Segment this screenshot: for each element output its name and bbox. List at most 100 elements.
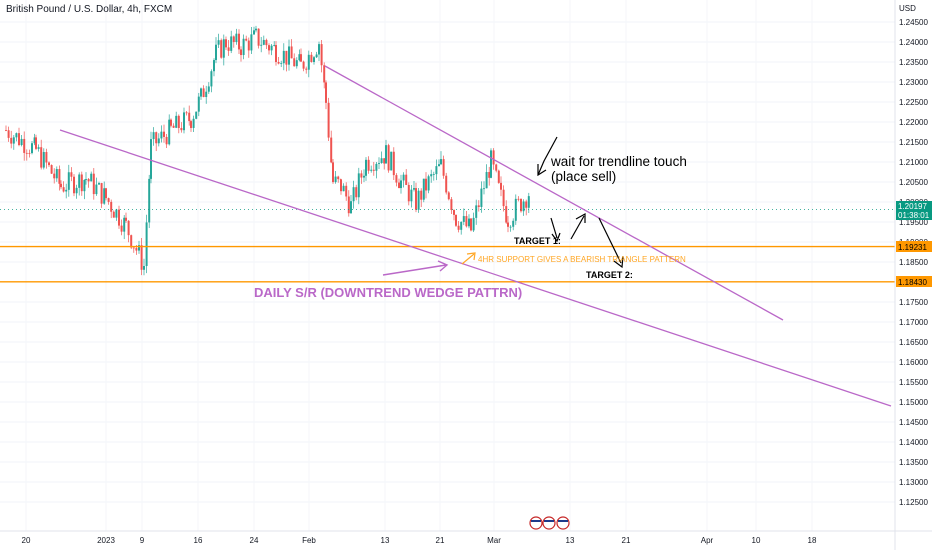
candle-body [192,118,195,128]
candle-body [427,176,430,191]
candle-body [100,183,103,204]
candle-body [247,40,250,51]
candle-body [320,44,323,66]
candle-body [505,206,508,223]
candle-body [40,147,43,168]
candle-body [110,201,113,212]
time-tick-label: 20 [22,536,31,545]
time-tick-label: 24 [250,536,259,545]
candle-body [395,175,398,183]
price-tick-label: 1.23500 [899,58,928,67]
time-tick-label: 13 [566,536,575,545]
candle-body [480,188,483,207]
candle-body [245,38,248,41]
candle-body [435,166,438,175]
candle-body [53,173,56,179]
candle-body [509,226,512,228]
lower-trendline[interactable] [59,129,892,407]
candle-body [340,179,342,192]
candle-body [12,137,15,144]
candle-body [367,159,370,171]
candle-body [405,174,408,185]
candle-body [450,199,453,211]
price-tick-label: 1.15500 [899,378,928,387]
candle-body [502,189,505,207]
candle-body [282,50,285,64]
price-tick-label: 1.19500 [899,218,928,227]
time-tick-label: 21 [622,536,631,545]
candle-body [302,61,305,69]
candle-body [217,40,220,45]
event-icons[interactable] [529,516,570,530]
candle-body [58,169,61,184]
flag-stripe-3 [558,520,568,522]
candle-body [298,54,301,61]
time-tick-label: Mar [487,536,501,545]
candle-body [440,159,442,165]
arrow-daily-icon [382,264,447,276]
time-tick-label: Feb [302,536,316,545]
time-axis[interactable]: 20 2023 9 16 24 Feb 13 21 Mar 13 21 Apr 10 18 [0,530,932,545]
flag-stripe-1 [531,520,541,522]
candle-body [55,169,58,179]
time-tick-label: 21 [436,536,445,545]
candle-body [150,139,152,179]
candle-body [305,68,308,70]
annotation-texts: wait for trendline touch (place sell) TA… [254,154,687,300]
candle-body [232,36,235,43]
candle-body [148,178,151,223]
candle-body [140,245,143,270]
flag-event-icon-2[interactable] [542,516,556,530]
countdown-label: 01:38:01 [898,211,930,220]
candle-body [483,188,485,190]
candle-body [300,54,302,62]
candle-body [5,130,7,131]
candle-body [62,187,65,192]
candle-body [522,201,525,212]
candle-body [130,235,133,248]
candle-body [207,86,210,92]
candle-body [290,46,293,59]
candle-body [157,138,160,144]
candle-body [332,162,334,183]
candle-body [20,138,23,146]
candle-body [500,182,502,190]
candle-body [337,176,340,180]
price-tick-label: 1.23000 [899,78,928,87]
candle-body [210,71,213,87]
candle-body [339,179,342,180]
flag-event-icon-1[interactable] [529,516,543,530]
candle-body [220,40,223,58]
price-axis[interactable]: USD 1.245001.240001.235001.230001.225001… [894,0,932,550]
candle-body [155,132,158,144]
candle-body [152,132,155,140]
candle-body [138,245,140,251]
candle-body [260,44,263,46]
price-tick-label: 1.15000 [899,398,928,407]
candle-body [293,58,296,67]
candle-body [365,159,367,176]
candle-body [285,50,288,65]
candle-body [28,152,31,154]
candle-body [80,174,83,192]
candle-body [307,54,310,70]
candle-body [327,102,330,138]
grid [0,21,895,503]
candle-body [165,136,168,145]
candle-body [330,137,333,163]
price-tick-labels: 1.24500 1.24000 1.23500 1.23000 1.22500 1.220… [899,18,928,507]
level-badge-1 [896,241,932,252]
flag-event-icon-3[interactable] [556,516,570,530]
candle-body [73,176,75,194]
candle-body [168,119,171,145]
time-tick-label: 18 [808,536,817,545]
candle-body [390,151,393,171]
candle-body [514,198,517,221]
candle-body [185,112,188,114]
candle-body [270,45,273,51]
candle-body [253,30,255,35]
upper-trendline[interactable] [324,65,784,321]
candle-body [372,169,375,171]
candle-body [357,173,360,198]
